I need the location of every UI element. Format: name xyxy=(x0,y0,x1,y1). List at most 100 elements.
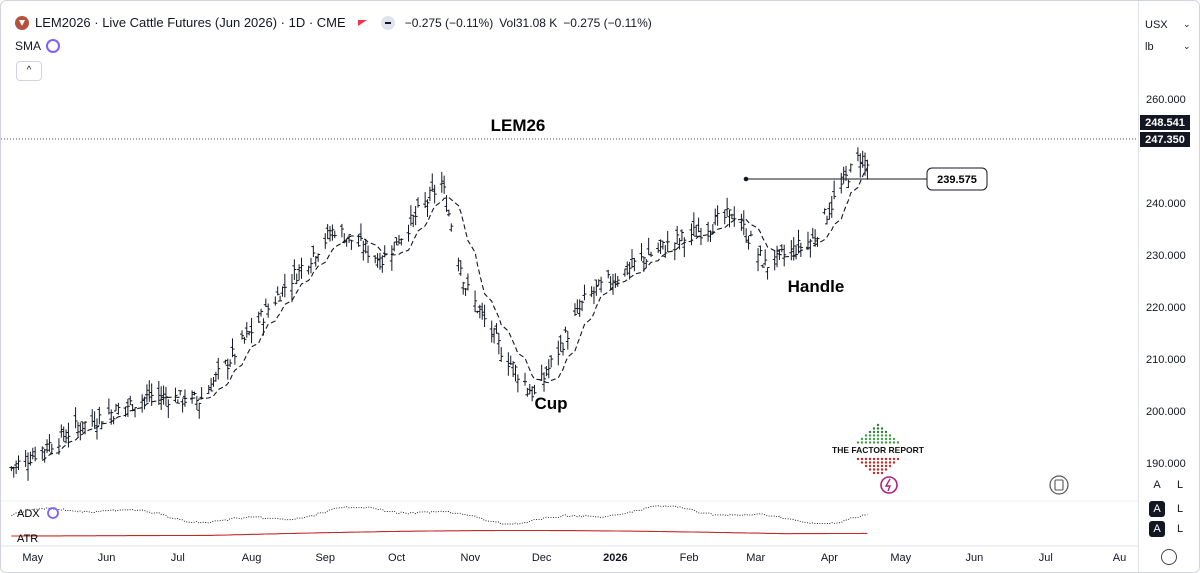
ohlc-bar xyxy=(73,407,78,429)
ohlc-bar xyxy=(156,381,161,405)
ohlc-bar xyxy=(213,371,218,382)
breakout-level-anchor[interactable] xyxy=(743,176,749,182)
currency-selector[interactable]: USX ⌄ xyxy=(1145,19,1191,31)
minus-icon[interactable] xyxy=(380,15,395,30)
ohlc-bar xyxy=(515,374,520,393)
cup-annotation[interactable]: Cup xyxy=(534,394,567,413)
ohlc-bar xyxy=(630,249,635,268)
ohlc-bar xyxy=(128,395,133,405)
symbol-title[interactable]: LEM2026 · Live Cattle Futures (Jun 2026)… xyxy=(35,15,346,30)
ohlc-bar xyxy=(339,223,344,238)
ohlc-bar xyxy=(725,197,730,217)
chart-title-annotation[interactable]: LEM26 xyxy=(491,116,546,135)
level-tag-text: 239.575 xyxy=(937,174,977,186)
watermark-dot xyxy=(868,434,872,437)
ohlc-bar xyxy=(511,361,516,378)
watermark-dot xyxy=(856,457,860,461)
watermark-dot xyxy=(888,441,892,444)
ohlc-bar xyxy=(658,239,663,255)
ohlc-bar xyxy=(525,387,530,397)
ohlc-bar xyxy=(159,386,164,410)
ohlc-bar xyxy=(16,455,21,470)
watermark-dot xyxy=(880,441,884,444)
ohlc-bar xyxy=(563,326,568,333)
ohlc-bar xyxy=(756,248,761,272)
ohlc-bar xyxy=(273,296,278,306)
flag-icon[interactable] xyxy=(357,19,367,26)
ohlc-bar xyxy=(696,217,701,233)
ohlc-bar xyxy=(75,421,80,437)
price-chart[interactable]: 239.575 LEM26 Cup Handle THE FACTOR REPO… xyxy=(1,1,1138,573)
adx-auto-scale-button[interactable]: A xyxy=(1149,501,1165,517)
atr-auto-scale-button[interactable]: A xyxy=(1149,521,1165,537)
adx-log-scale-button[interactable]: L xyxy=(1176,503,1184,515)
sma-legend[interactable]: SMA xyxy=(15,39,61,53)
ohlc-bar xyxy=(523,372,528,386)
ohlc-bar xyxy=(23,450,28,467)
price-tick-label: 260.000 xyxy=(1146,94,1186,106)
ohlc-bar xyxy=(292,259,297,280)
price-tick-label: 190.000 xyxy=(1146,458,1186,470)
ohlc-bar xyxy=(606,269,611,279)
ohlc-bar xyxy=(863,152,868,176)
watermark-dot xyxy=(888,434,892,437)
watermark-dot xyxy=(860,461,864,464)
sma-label: SMA xyxy=(15,39,42,53)
watermark-dot xyxy=(876,430,880,434)
ohlc-bar xyxy=(90,409,95,427)
ohlc-bar xyxy=(399,238,404,246)
watermark-dot xyxy=(880,457,884,461)
time-axis[interactable]: May Jun Jul Aug Sep Oct Nov Dec 2026 Feb Mar Apr May… xyxy=(22,552,1126,564)
watermark-dot xyxy=(872,461,876,464)
ohlc-bar xyxy=(589,286,594,297)
auto-scale-button[interactable]: A xyxy=(1153,479,1161,491)
legend: LEM2026 · Live Cattle Futures (Jun 2026)… xyxy=(15,15,652,30)
ohlc-bar xyxy=(732,206,737,227)
ohlc-bar xyxy=(473,290,478,313)
unit-selector[interactable]: lb ⌄ xyxy=(1145,41,1191,53)
level-tag[interactable]: 239.575 xyxy=(926,167,988,191)
ohlc-bar xyxy=(677,238,682,250)
ohlc-bar xyxy=(855,147,860,162)
ohlc-bar xyxy=(575,299,580,314)
ohlc-bar xyxy=(489,320,494,343)
watermark-dot xyxy=(880,427,884,430)
replay-icon[interactable] xyxy=(1049,475,1069,495)
ohlc-bar xyxy=(416,197,421,208)
ohlc-bar xyxy=(496,332,501,355)
ohlc-bar xyxy=(656,242,661,253)
watermark-dot xyxy=(872,471,876,475)
ohlc-bar xyxy=(425,199,430,217)
ohlc-bar xyxy=(789,240,794,261)
atr-log-scale-button[interactable]: L xyxy=(1176,523,1184,535)
ohlc-bar xyxy=(106,398,111,415)
price-scale[interactable]: 260.000 240.000 230.000 220.000 210.000 200.0… xyxy=(1138,1,1199,572)
ohlc-bar xyxy=(499,347,504,363)
ohlc-bar xyxy=(406,224,411,242)
ohlc-bar xyxy=(829,196,834,218)
ohlc-bar xyxy=(649,251,654,257)
ohlc-bar xyxy=(230,338,235,358)
ohlc-bar xyxy=(394,237,399,246)
collapse-legend-button[interactable]: ^ xyxy=(16,61,42,81)
ohlc-bar xyxy=(542,372,547,392)
atr-label[interactable]: ATR xyxy=(17,533,38,545)
watermark-dot xyxy=(876,437,880,441)
watermark-dot xyxy=(872,441,876,444)
bolt-icon xyxy=(880,476,898,494)
ohlc-bar xyxy=(97,406,102,425)
ohlc-bar xyxy=(311,245,316,258)
ohlc-bar xyxy=(163,386,168,406)
watermark-dot xyxy=(876,434,880,437)
time-tick-label: Apr xyxy=(821,552,838,564)
handle-annotation[interactable]: Handle xyxy=(788,277,845,296)
ohlc-bar xyxy=(608,276,613,290)
settings-gear-icon[interactable] xyxy=(1161,549,1177,565)
adx-label[interactable]: ADX xyxy=(17,508,40,520)
watermark-dot xyxy=(860,457,864,461)
ohlc-bar xyxy=(194,395,199,411)
log-scale-button[interactable]: L xyxy=(1176,479,1184,491)
ohlc-bar xyxy=(532,384,537,395)
watermark-dot xyxy=(876,427,880,430)
current-price-tag xyxy=(1140,132,1190,147)
